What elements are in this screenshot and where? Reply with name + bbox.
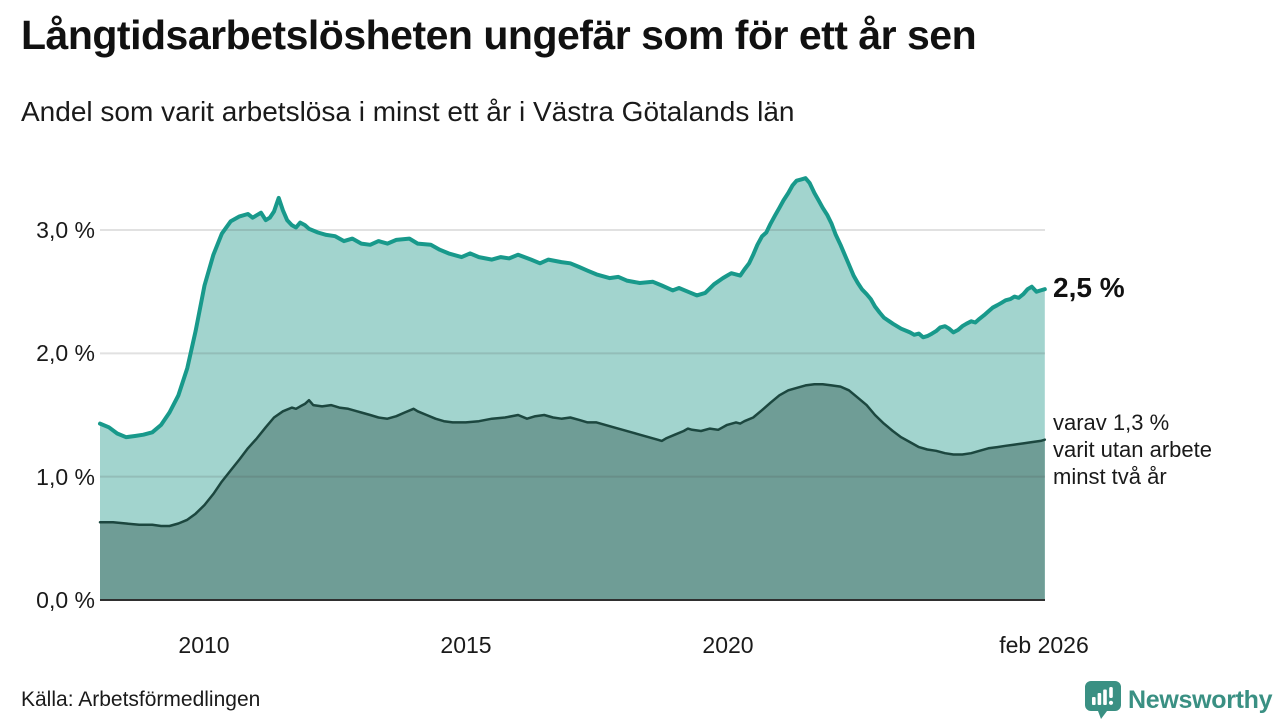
y-axis-tick-0: 0,0 %: [36, 587, 95, 613]
page-title: Långtidsarbetslösheten ungefär som för e…: [21, 12, 977, 58]
branding: Newsworthy: [1084, 680, 1280, 720]
y-axis-tick-3: 3,0 %: [36, 217, 95, 243]
secondary-annotation-line-1: varav 1,3 %: [1053, 410, 1170, 435]
secondary-annotation-line-3: minst två år: [1053, 464, 1167, 489]
x-axis-tick-2010: 2010: [178, 632, 230, 658]
x-axis-tick-2015: 2015: [440, 632, 492, 658]
source-attribution: Källa: Arbetsförmedlingen: [21, 688, 261, 711]
secondary-series-annotation: varav 1,3 % varit utan arbete minst två …: [1053, 409, 1212, 490]
branding-label: Newsworthy: [1128, 685, 1273, 714]
latest-value-label: 2,5 %: [1053, 272, 1125, 303]
x-axis-tick-2020: 2020: [702, 632, 754, 658]
y-axis-tick-2: 2,0 %: [36, 340, 95, 366]
y-axis-tick-1: 1,0 %: [36, 464, 95, 490]
secondary-annotation-line-2: varit utan arbete: [1053, 437, 1212, 462]
newsworthy-chart-bubble-icon: [1085, 681, 1121, 719]
x-axis-tick-feb-2026: feb 2026: [999, 632, 1089, 658]
page-subtitle: Andel som varit arbetslösa i minst ett å…: [21, 96, 795, 127]
